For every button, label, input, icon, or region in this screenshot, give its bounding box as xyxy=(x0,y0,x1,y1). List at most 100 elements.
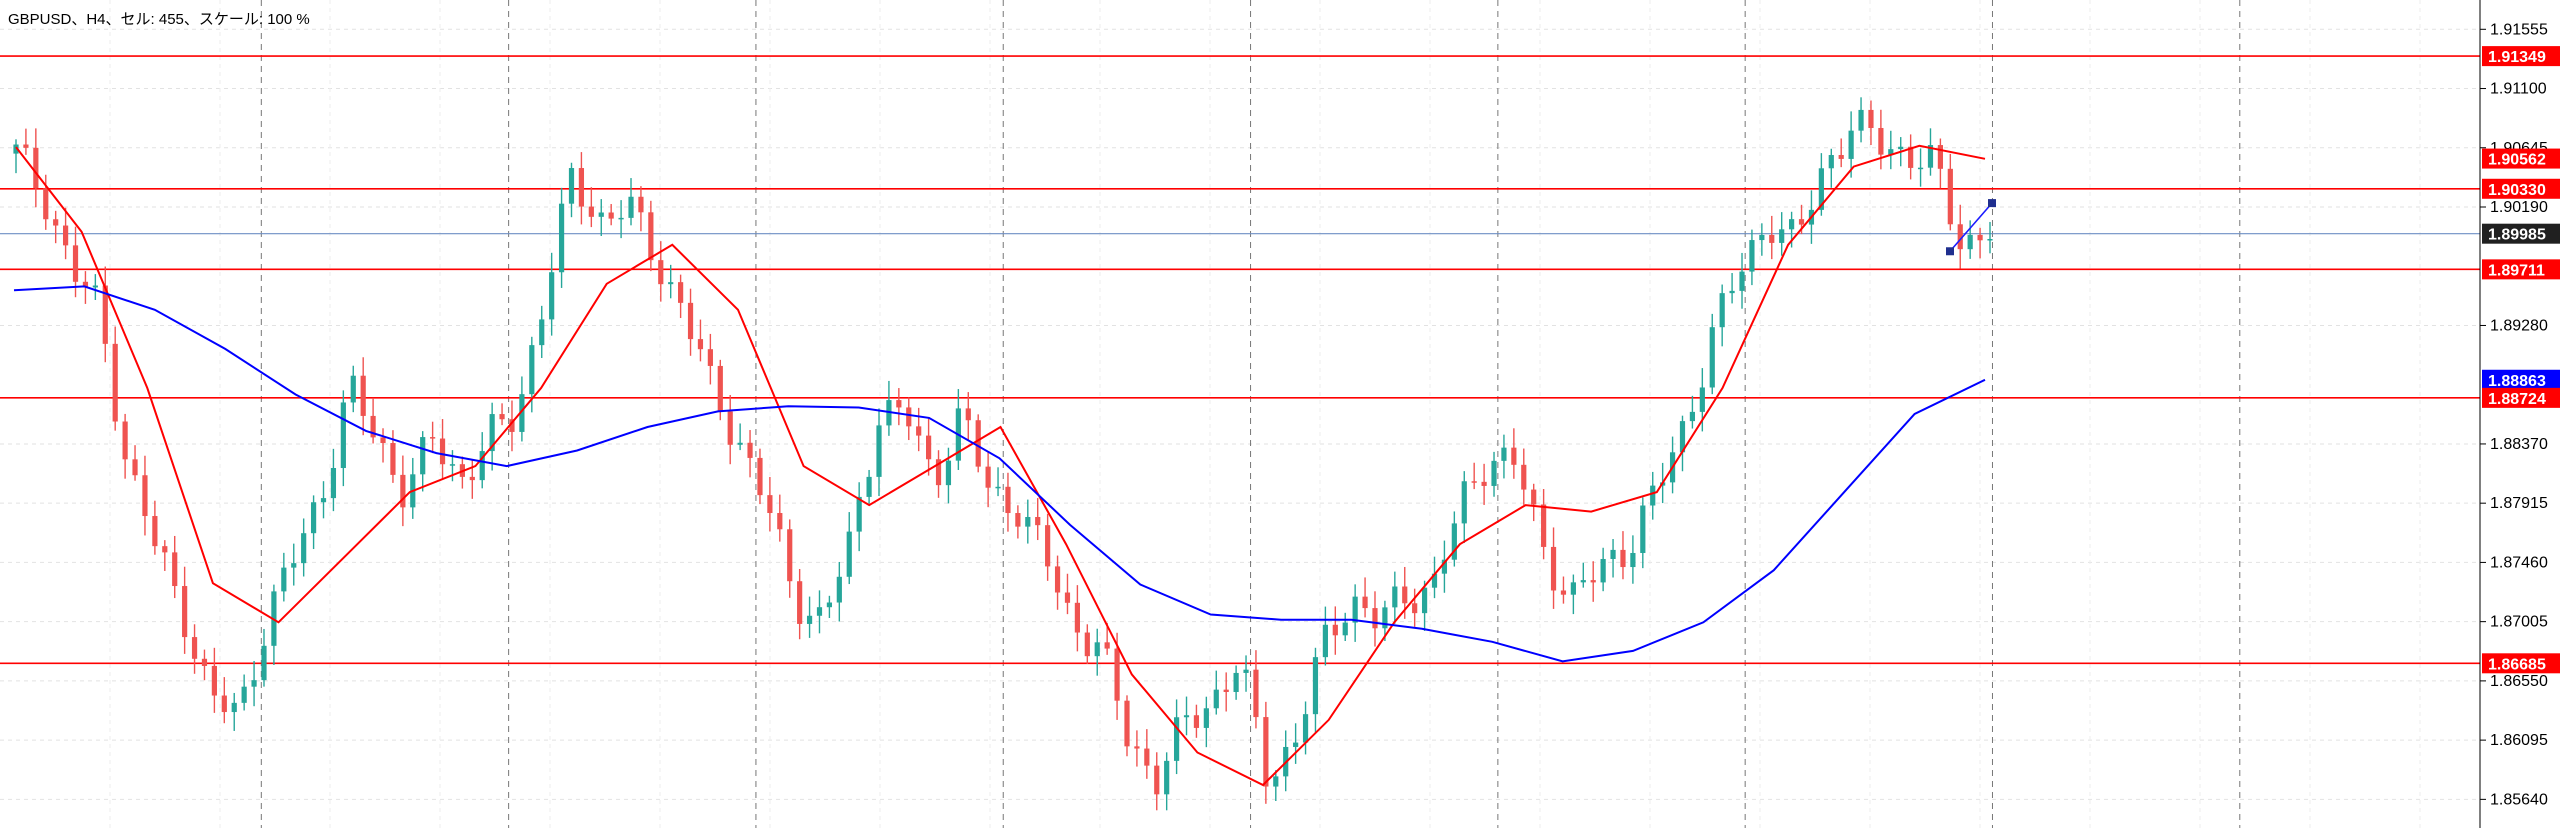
candle-up xyxy=(231,702,237,713)
candle-down xyxy=(1560,590,1567,595)
candles-layer xyxy=(13,97,1993,811)
price-label-text: 1.90330 xyxy=(2488,182,2546,199)
candle-up xyxy=(539,319,545,346)
candle-down xyxy=(678,282,684,303)
candle-up xyxy=(13,144,19,154)
candle-up xyxy=(945,460,952,486)
axis-tick-label: 1.87915 xyxy=(2490,495,2548,512)
candle-down xyxy=(72,245,79,282)
candle-up xyxy=(1927,145,1934,168)
candle-up xyxy=(449,464,456,466)
candle-up xyxy=(568,168,575,204)
candle-up xyxy=(1382,607,1388,629)
candle-down xyxy=(82,281,89,288)
candle-down xyxy=(142,475,148,517)
candle-up xyxy=(846,531,852,577)
candle-down xyxy=(1521,464,1527,490)
candle-down xyxy=(172,552,178,587)
candle-up xyxy=(618,217,624,220)
axis-tick-label: 1.88370 xyxy=(2490,436,2548,453)
candle-down xyxy=(1798,219,1805,225)
candle-down xyxy=(1977,234,1983,241)
candle-down xyxy=(727,411,733,445)
candle-up xyxy=(1917,167,1924,170)
price-label-text: 1.90562 xyxy=(2488,152,2546,169)
candle-down xyxy=(1511,447,1517,465)
candle-down xyxy=(658,260,664,285)
candle-down xyxy=(509,419,515,432)
candle-down xyxy=(1947,168,1953,225)
ma-fast-line xyxy=(15,144,1986,787)
candle-up xyxy=(1828,155,1834,169)
axis-tick-label: 1.86550 xyxy=(2490,673,2548,690)
candle-up xyxy=(737,442,743,445)
candle-down xyxy=(935,459,942,486)
candle-down xyxy=(182,586,188,638)
price-label: 1.89711 xyxy=(2482,259,2560,280)
candle-up xyxy=(1640,505,1646,553)
candle-down xyxy=(1263,717,1269,787)
candle-up xyxy=(1630,552,1636,568)
candle-down xyxy=(1134,746,1140,749)
candle-up xyxy=(1888,149,1894,155)
candle-up xyxy=(301,533,307,564)
plot-background xyxy=(0,0,2480,828)
candle-down xyxy=(1253,669,1259,718)
candle-down xyxy=(152,516,158,547)
candle-up xyxy=(281,567,287,592)
chart-caption: GBPUSD、H4、セル: 455、スケール: 100 % xyxy=(8,11,310,28)
candle-up xyxy=(1699,387,1705,412)
candle-down xyxy=(122,421,128,460)
candle-up xyxy=(628,196,634,218)
price-label-text: 1.88724 xyxy=(2488,391,2546,408)
price-label-text: 1.91349 xyxy=(2488,49,2546,66)
candle-up xyxy=(1898,146,1904,150)
price-label: 1.91349 xyxy=(2482,46,2560,67)
price-label-bg xyxy=(2482,387,2560,408)
candle-up xyxy=(1392,586,1398,608)
trendline-anchor xyxy=(1988,199,1996,208)
candle-up xyxy=(1421,587,1428,614)
candle-up xyxy=(995,486,1001,489)
candle-up xyxy=(320,498,327,503)
candle-up xyxy=(1580,580,1586,583)
price-label-text: 1.86685 xyxy=(2488,656,2546,673)
candle-down xyxy=(1074,602,1080,633)
price-label-text: 1.88863 xyxy=(2488,373,2546,390)
horizontal-lines-layer xyxy=(0,55,2480,665)
candle-down xyxy=(1590,580,1596,583)
candle-up xyxy=(1441,559,1448,574)
candle-down xyxy=(767,495,773,514)
candle-down xyxy=(1362,596,1368,609)
moving-averages-layer xyxy=(13,144,1986,787)
candle-down xyxy=(360,375,366,416)
candle-down xyxy=(1957,224,1963,250)
candle-down xyxy=(1412,603,1418,614)
candle-down xyxy=(1541,504,1547,547)
candle-down xyxy=(1064,592,1071,603)
candle-down xyxy=(43,188,49,220)
axis-tick-label: 1.90190 xyxy=(2490,199,2548,216)
candle-up xyxy=(1650,485,1656,506)
candle-up xyxy=(1600,558,1606,583)
candle-up xyxy=(479,451,485,481)
candle-up xyxy=(310,502,317,534)
candle-down xyxy=(23,144,29,148)
price-label: 1.88724 xyxy=(2482,387,2560,408)
candle-up xyxy=(529,345,535,395)
price-label: 1.89985 xyxy=(2482,223,2560,244)
candle-down xyxy=(370,415,376,438)
axis-tick-label: 1.91100 xyxy=(2490,81,2547,98)
candle-down xyxy=(1908,146,1914,168)
axis-tick-label: 1.85640 xyxy=(2490,791,2548,808)
candle-down xyxy=(53,219,59,226)
candle-up xyxy=(876,425,882,477)
drawing-tools-layer xyxy=(1946,199,1996,256)
candle-up xyxy=(806,615,813,624)
axis-tick-label: 1.86095 xyxy=(2490,732,2548,749)
candle-down xyxy=(1104,642,1110,649)
candle-up xyxy=(1779,229,1785,243)
candle-down xyxy=(1878,127,1884,155)
